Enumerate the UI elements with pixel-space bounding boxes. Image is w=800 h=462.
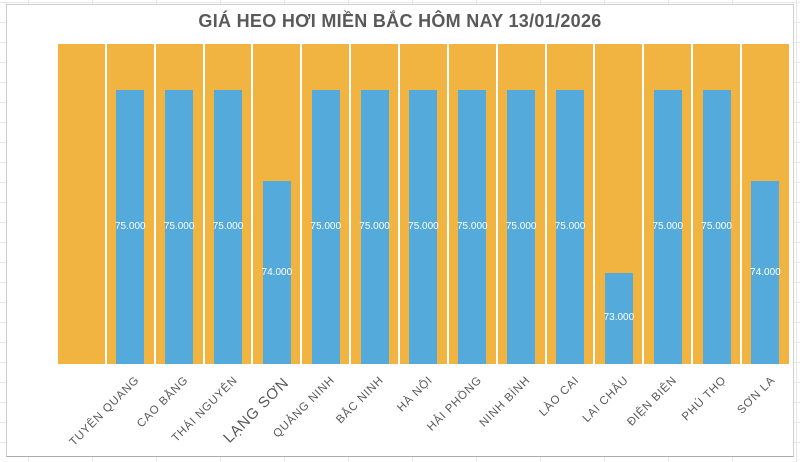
- price-bar[interactable]: 75.000: [652, 89, 684, 364]
- x-axis-label: BẮC NINH: [334, 374, 387, 427]
- bar-value-label: 75.000: [554, 220, 586, 232]
- x-axis-label: PHÚ THỌ: [679, 374, 729, 424]
- x-axis-label: HÀ NỘI: [395, 374, 436, 415]
- x-axis-label: ĐIỆN BIÊN: [625, 374, 680, 429]
- background-bar[interactable]: 75.000: [448, 44, 496, 364]
- x-axis-label: LÀO CAI: [537, 374, 582, 419]
- background-bar[interactable]: 75.000: [302, 44, 350, 364]
- x-axis-label: LAI CHÂU: [580, 374, 631, 425]
- bar-value-label: 75.000: [359, 220, 390, 232]
- price-bar[interactable]: 75.000: [408, 89, 439, 364]
- bar-value-label: 75.000: [505, 220, 537, 232]
- price-bar[interactable]: 75.000: [457, 89, 488, 364]
- bar-value-label: 75.000: [212, 220, 244, 232]
- price-bar[interactable]: 75.000: [163, 89, 195, 364]
- price-bar[interactable]: 75.000: [114, 89, 146, 364]
- background-bar[interactable]: 75.000: [693, 44, 741, 364]
- background-bar[interactable]: 75.000: [351, 44, 399, 364]
- chart-title: GIÁ HEO HƠI MIỀN BẮC HÔM NAY 13/01/2026: [198, 11, 602, 31]
- price-bar[interactable]: 75.000: [310, 89, 342, 364]
- background-bar[interactable]: 74.000: [253, 44, 301, 364]
- background-bar[interactable]: 75.000: [546, 44, 594, 364]
- x-axis-label: SƠN LA: [734, 374, 778, 417]
- bar-value-label: 75.000: [163, 220, 195, 232]
- x-axis-label: TUYÊN QUANG: [67, 374, 143, 449]
- background-bar[interactable]: 75.000: [155, 44, 203, 364]
- background-bar[interactable]: 75.000: [497, 44, 545, 364]
- bar-value-label: 73.000: [603, 312, 635, 324]
- bar-value-label: 74.000: [750, 266, 781, 278]
- price-bar[interactable]: 75.000: [701, 89, 732, 364]
- price-bar[interactable]: 75.000: [359, 89, 390, 364]
- plot-area: 75.000 75.000 75.000 74.000 75.000 75.000 75.0…: [58, 44, 789, 364]
- bar-value-label: 75.000: [701, 220, 732, 232]
- background-bar[interactable]: 75.000: [400, 44, 447, 364]
- price-bar[interactable]: 75.000: [505, 89, 537, 364]
- chart-canvas[interactable]: GIÁ HEO HƠI MIỀN BẮC HÔM NAY 13/01/2026 …: [6, 4, 794, 457]
- background-bar[interactable]: 75.000: [106, 44, 154, 364]
- bar-value-label: 75.000: [310, 220, 342, 232]
- background-bar[interactable]: 73.000: [595, 44, 643, 364]
- background-bar[interactable]: 75.000: [204, 44, 252, 364]
- bar-value-label: 75.000: [408, 220, 439, 232]
- x-axis-label: NINH BÌNH: [477, 374, 534, 430]
- bar-value-label: 75.000: [114, 220, 146, 232]
- background-bar[interactable]: 75.000: [644, 44, 692, 364]
- price-bar[interactable]: 75.000: [554, 89, 586, 364]
- background-bar[interactable]: 74.000: [742, 44, 789, 364]
- price-bar[interactable]: 75.000: [212, 89, 244, 364]
- price-bar[interactable]: 74.000: [750, 181, 781, 364]
- background-bar[interactable]: [58, 44, 105, 364]
- bar-value-label: 75.000: [652, 220, 684, 232]
- bar-value-label: 75.000: [457, 220, 488, 232]
- bar-value-label: 74.000: [261, 266, 293, 278]
- price-bar[interactable]: 74.000: [261, 181, 293, 364]
- price-bar[interactable]: 73.000: [603, 272, 635, 364]
